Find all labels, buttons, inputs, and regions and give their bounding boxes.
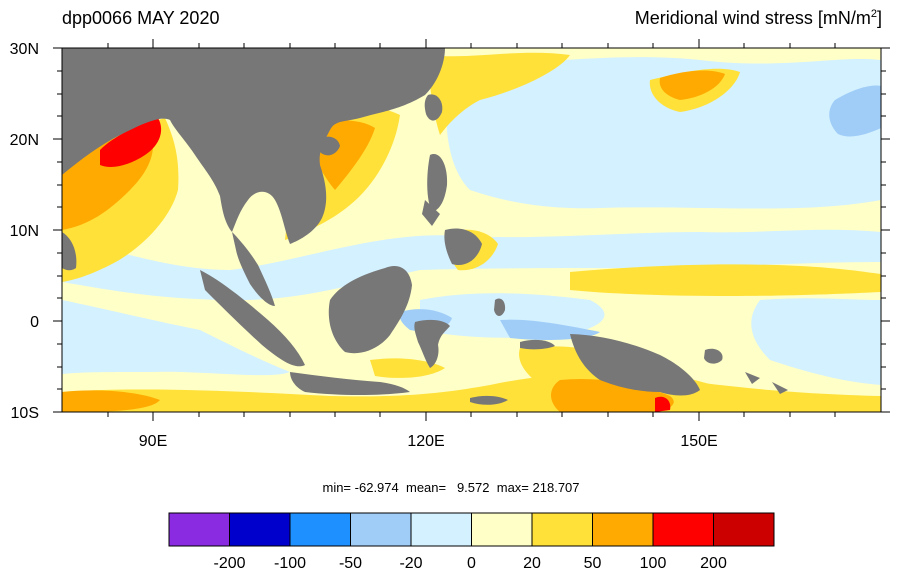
lat-label-20n: 20N	[10, 132, 39, 149]
lat-label-10s: 10S	[11, 405, 39, 422]
title-right-main: Meridional wind stress [mN/m	[634, 8, 871, 28]
colorbar-box	[350, 512, 412, 547]
colorbar-box	[652, 512, 714, 547]
lon-label-150e: 150E	[680, 433, 717, 450]
colorbar-box	[531, 512, 593, 547]
map-title-right: Meridional wind stress [mN/m2]	[635, 8, 882, 29]
colorbar-label: 200	[700, 555, 727, 572]
stat-mean-value: 9.572	[456, 480, 490, 495]
land-indian-subcontinent	[62, 232, 77, 271]
title-right-end: ]	[876, 8, 882, 28]
colorbar-label: -100	[274, 555, 306, 572]
colorbar-box	[713, 512, 775, 547]
field-region-lightblue-indian-ocean	[62, 300, 290, 376]
colorbar-labels: -200 -100 -50 -20 0 20 50 100 200	[213, 555, 726, 572]
colorbar-box	[168, 512, 230, 547]
wind-stress-map: 30N 20N 10N 0 10S 90E 120E 150E	[10, 39, 890, 450]
stat-max-value: 218.707	[532, 480, 580, 495]
land-luzon	[427, 154, 448, 212]
lon-label-90e: 90E	[139, 433, 167, 450]
colorbar-label: -200	[213, 555, 245, 572]
stat-max-label: max=	[496, 480, 529, 495]
map-ticks	[53, 39, 890, 421]
land-seram	[520, 339, 555, 350]
land-halmahera	[494, 298, 506, 316]
field-region-midblue-northeast	[829, 85, 881, 137]
field-region-red-south	[655, 396, 671, 412]
field-region-red-bay-of-bengal	[100, 118, 162, 167]
land-java	[290, 372, 410, 395]
colorbar-boxes	[168, 512, 775, 547]
colorbar-label: -50	[339, 555, 362, 572]
colorbar-box	[471, 512, 533, 547]
land-hainan	[318, 136, 340, 156]
field-region-lightblue-east-south	[751, 298, 881, 385]
map-title-left: dpp0066 MAY 2020	[62, 8, 220, 28]
field-region-yellow-equatorial-jet	[570, 264, 881, 296]
field-region-yellow-northwest-pacific	[429, 52, 570, 136]
colorbar-box	[592, 512, 654, 547]
land-asia-mainland	[62, 48, 445, 244]
field-statistics: min= -62.974 mean= 9.572 max= 218.707	[0, 480, 902, 495]
colorbar-box	[229, 512, 291, 547]
land-taiwan	[424, 94, 443, 121]
land-sumatra	[200, 270, 305, 367]
map-field	[62, 48, 881, 412]
lat-label-0: 0	[30, 314, 39, 331]
colorbar-box	[410, 512, 472, 547]
land-sulawesi	[414, 319, 450, 368]
land-new-guinea	[570, 334, 700, 396]
field-region-yellow-java-sea	[370, 358, 445, 378]
colorbar-label: 20	[523, 555, 541, 572]
land-philippine-islands	[422, 200, 440, 226]
colorbar-label: 0	[467, 555, 476, 572]
lon-label-120e: 120E	[407, 433, 444, 450]
land-mindanao	[444, 228, 482, 266]
stat-min-value: -62.974	[354, 480, 399, 495]
colorbar-label: 100	[640, 555, 667, 572]
land-new-britain	[704, 348, 723, 364]
land-malay-peninsula	[232, 232, 275, 306]
stat-mean-label: mean=	[405, 480, 447, 495]
lat-label-30n: 30N	[10, 41, 39, 58]
colorbar-label: -20	[399, 555, 422, 572]
title-right-superscript: 2	[870, 8, 877, 20]
colorbar-label: 50	[584, 555, 602, 572]
field-region-orange-north-pacific	[659, 70, 725, 100]
stat-min-label: min=	[322, 480, 352, 495]
field-region-lightblue-west-pacific	[446, 57, 881, 209]
land-solomon-islands	[745, 372, 788, 394]
land-timor	[470, 395, 508, 405]
land-borneo	[328, 265, 412, 354]
lat-label-10n: 10N	[10, 223, 39, 240]
field-region-orange-andaman	[62, 390, 160, 412]
colorbar-box	[289, 512, 351, 547]
